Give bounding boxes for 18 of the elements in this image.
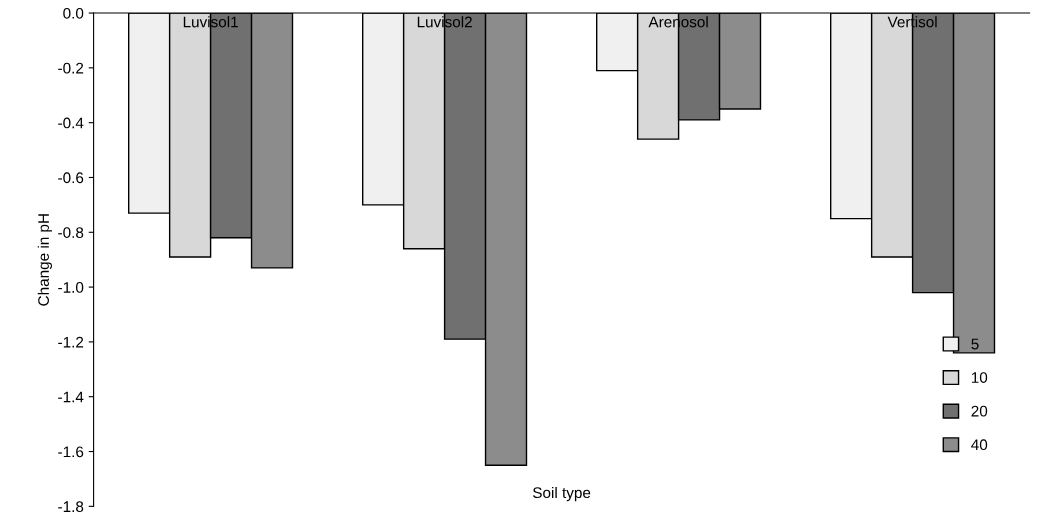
y-tick-label: -0.8 (58, 227, 84, 238)
y-tick-label: -0.6 (58, 172, 84, 184)
y-tick-label: -0.4 (58, 117, 84, 129)
legend-label: 20 (971, 405, 988, 417)
y-tick-label: -1.2 (58, 336, 84, 348)
legend-label: 5 (971, 338, 979, 350)
y-axis-title: Change in pH (37, 214, 52, 306)
y-tick-label: -1.0 (58, 281, 84, 293)
x-tick-label: Luvisol1 (183, 16, 238, 28)
y-tick-label: -0.2 (58, 62, 84, 74)
y-tick-label: -1.4 (58, 391, 84, 403)
x-tick-label: Luvisol2 (417, 16, 472, 28)
y-tick-label: -1.8 (58, 501, 84, 513)
x-axis-title: Soil type (533, 486, 591, 502)
y-tick-label: 0.0 (63, 7, 84, 19)
legend-label: 40 (971, 439, 988, 451)
y-tick-label: -1.6 (58, 446, 84, 458)
legend-label: 10 (971, 372, 988, 383)
